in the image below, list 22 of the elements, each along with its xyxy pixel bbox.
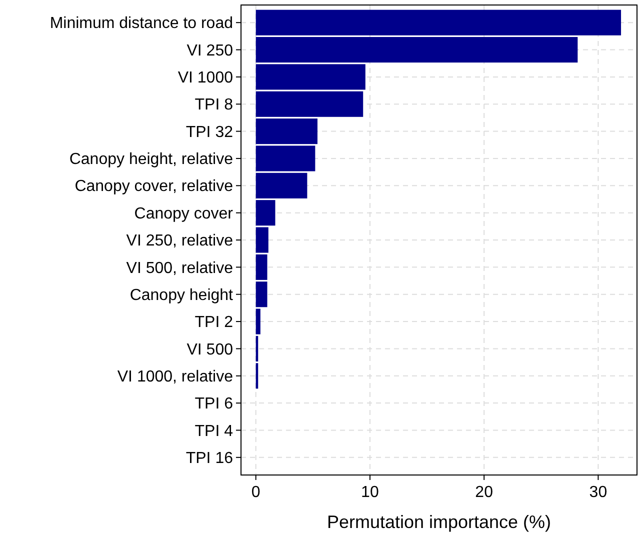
- x-tick-label: 10: [361, 484, 379, 501]
- y-tick-label: Canopy height, relative: [69, 151, 234, 168]
- x-tick-label: 0: [251, 484, 260, 501]
- y-tick-label: TPI 8: [194, 96, 234, 114]
- y-tick-label: TPI 4: [194, 422, 234, 440]
- y-tick-label: VI 500: [186, 341, 234, 358]
- y-tick-label: VI 500, relative: [126, 260, 234, 277]
- y-tick-label: TPI 16: [186, 450, 234, 468]
- y-tick-label: Canopy cover: [134, 205, 234, 222]
- x-tick-label: 30: [589, 484, 608, 501]
- y-tick-label: VI 250: [186, 42, 234, 60]
- y-tick-label: Canopy height: [130, 286, 234, 304]
- y-tick-label: VI 250, relative: [126, 232, 234, 250]
- y-tick-label: TPI 32: [186, 124, 234, 141]
- y-tick-label: TPI 6: [194, 396, 234, 413]
- y-tick-label: VI 1000: [178, 70, 234, 87]
- y-tick-label: VI 1000, relative: [117, 368, 234, 386]
- x-tick-label: 20: [475, 484, 494, 501]
- x-axis-title: Permutation importance (%): [326, 512, 552, 532]
- y-tick-label: Minimum distance to road: [50, 15, 233, 32]
- y-tick-label: Canopy cover, relative: [74, 178, 234, 196]
- y-tick-label: TPI 2: [194, 314, 234, 332]
